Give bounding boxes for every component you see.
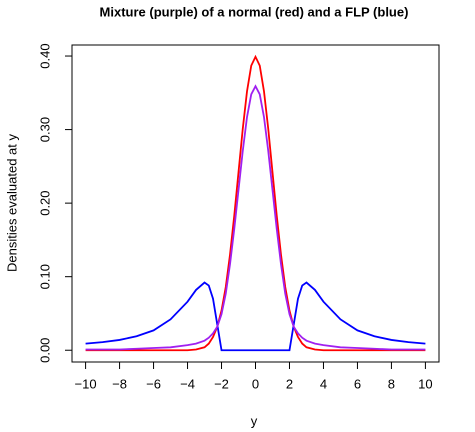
y-tick-label: 0.20 <box>37 190 52 215</box>
series-line <box>85 54 426 352</box>
y-tick-label: 0.30 <box>37 117 52 142</box>
x-tick-label: 10 <box>418 376 432 391</box>
y-tick-label: 0.40 <box>37 43 52 68</box>
x-axis-label: y <box>251 413 258 428</box>
y-tick-label: 0.10 <box>37 264 52 289</box>
x-tick-label: 0 <box>252 376 259 391</box>
y-tick-label: 0.00 <box>37 338 52 363</box>
x-tick-label: 6 <box>354 376 361 391</box>
x-tick-label: −4 <box>180 376 195 391</box>
x-tick-label: −2 <box>214 376 229 391</box>
y-axis-label: Densities evaluated at y <box>4 133 19 272</box>
x-tick-label: −8 <box>112 376 127 391</box>
chart-title: Mixture (purple) of a normal (red) and a… <box>100 4 409 19</box>
x-tick-label: 2 <box>286 376 293 391</box>
x-tick-label: −10 <box>75 376 97 391</box>
x-tick-label: 8 <box>388 376 395 391</box>
series-line <box>85 84 426 351</box>
series-line <box>85 281 426 352</box>
x-tick-label: −6 <box>146 376 161 391</box>
x-tick-label: 4 <box>320 376 327 391</box>
